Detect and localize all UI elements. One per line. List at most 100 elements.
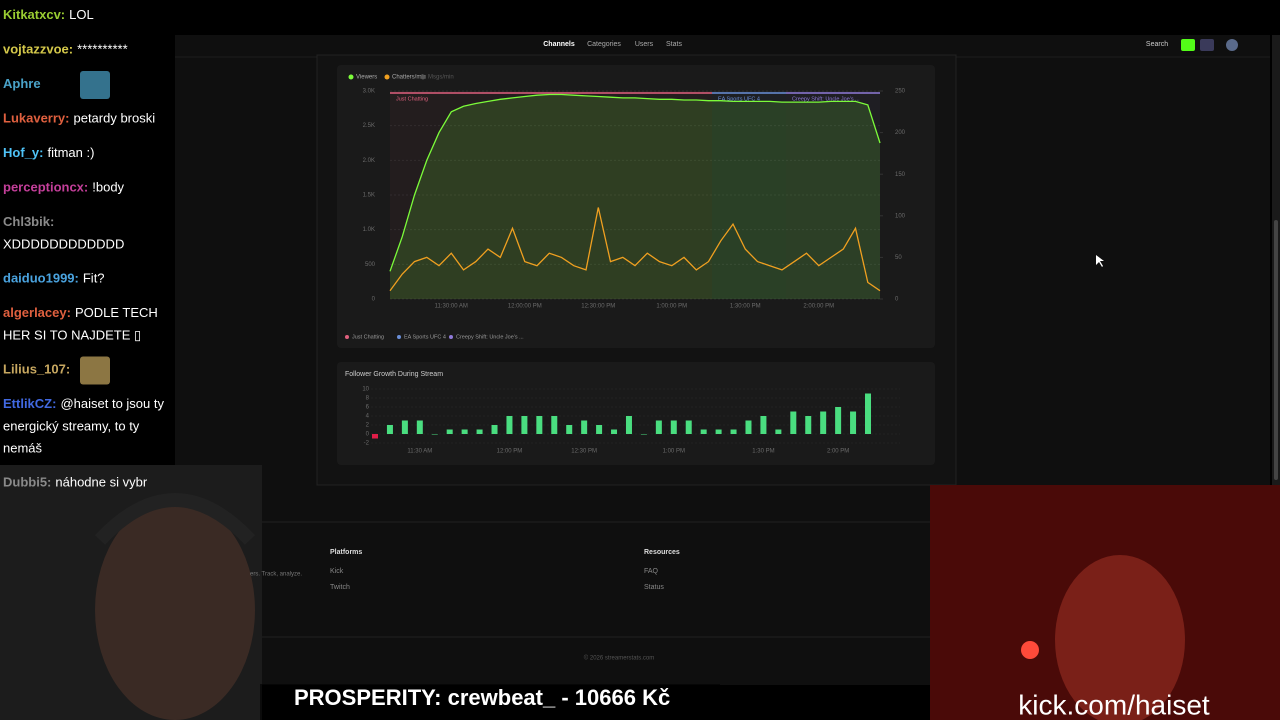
chat-user: algerlacey:: [3, 305, 71, 320]
y-tick-label: 500: [365, 262, 376, 268]
chat-text: nemáš: [3, 440, 43, 455]
bar: [760, 416, 767, 434]
chat-user: Aphre: [3, 76, 41, 91]
y-tick-label: 1.5K: [363, 193, 375, 199]
segment-legend[interactable]: Creepy Shift: Uncle Joe's ...: [456, 334, 524, 340]
bar: [536, 416, 543, 434]
avatar-button[interactable]: [1200, 39, 1214, 51]
bar: [372, 434, 378, 439]
copyright: © 2026 streamerstats.com: [584, 655, 654, 662]
segment-legend-dot: [397, 335, 401, 339]
y-tick-label: 4: [366, 414, 370, 420]
chart-title: Follower Growth During Stream: [345, 371, 443, 378]
legend-label[interactable]: Msgs/min: [428, 75, 454, 81]
y-tick-label: 0: [366, 432, 370, 438]
x-tick-label: 2:00 PM: [827, 449, 849, 455]
cursor: [1096, 255, 1104, 267]
x-tick-label: 12:00 PM: [497, 449, 523, 455]
chat-message: Kitkatxcv: LOL: [3, 7, 94, 22]
chat-text: **********: [77, 42, 128, 57]
legend-dot: [384, 74, 390, 80]
chat-user: Dubbi5:: [3, 475, 51, 490]
chat-text: náhodne si vybr: [55, 475, 147, 490]
kick-button[interactable]: [1181, 39, 1195, 51]
x-tick-label: 12:30:00 PM: [581, 304, 615, 310]
segment-band: [712, 91, 786, 299]
chat-user: Kitkatxcv:: [3, 7, 65, 22]
scroll-thumb: [1274, 220, 1278, 480]
bar: [685, 420, 692, 434]
light: [1021, 641, 1039, 659]
bar: [506, 416, 513, 434]
chat-user: perceptioncx:: [3, 180, 88, 195]
bar: [730, 429, 737, 434]
chat-message: algerlacey: PODLE TECH: [3, 305, 158, 320]
footer-heading: Resources: [644, 549, 680, 556]
stream-url: kick.com/haiset: [1018, 689, 1210, 720]
bar: [581, 420, 588, 434]
chat-message: Dubbi5: náhodne si vybr: [3, 475, 148, 490]
chat-user: Lilius_107:: [3, 362, 70, 377]
bar: [670, 420, 677, 434]
alert-text: PROSPERITY: crewbeat_ - 10666 Kč: [294, 685, 670, 710]
x-tick-label: 12:30 PM: [571, 449, 597, 455]
chat-message: Hof_y: fitman :): [3, 145, 94, 160]
y-tick-label: 2.0K: [363, 158, 375, 164]
emote: [80, 356, 110, 385]
nav-link[interactable]: Channels: [543, 41, 575, 48]
series-line: [389, 207, 881, 292]
bar: [820, 411, 827, 434]
chat-message: vojtazzvoe: **********: [3, 42, 128, 57]
segment-legend[interactable]: EA Sports UFC 4: [404, 334, 446, 340]
bar: [850, 411, 857, 434]
bar: [596, 425, 603, 434]
footer-link[interactable]: Kick: [330, 568, 344, 575]
bar: [805, 416, 812, 434]
chat-user: vojtazzvoe:: [3, 42, 73, 57]
chat-text: fitman :): [47, 145, 94, 160]
chat-text: XDDDDDDDDDDDD: [3, 236, 124, 251]
y-tick-label: 3.0K: [363, 89, 375, 95]
chart-card: [337, 65, 935, 348]
nav-link[interactable]: Categories: [587, 41, 621, 48]
chat-text: petardy broski: [73, 111, 155, 126]
y2-tick-label: 200: [895, 130, 906, 136]
footer-heading: Platforms: [330, 549, 362, 556]
bar: [790, 411, 797, 434]
search[interactable]: Search: [1146, 41, 1168, 48]
segment-legend-dot: [345, 335, 349, 339]
footer-link[interactable]: Twitch: [330, 584, 350, 591]
x-tick-label: 1:00:00 PM: [656, 304, 687, 310]
chat-user: daiduo1999:: [3, 271, 79, 286]
segment-legend[interactable]: Just Chatting: [352, 334, 384, 340]
y2-tick-label: 0: [895, 297, 899, 303]
profile-avatar[interactable]: [1226, 39, 1238, 51]
segment-label: EA Sports UFC 4: [718, 96, 760, 102]
y-tick-label: 2: [366, 423, 370, 429]
x-tick-label: 1:30 PM: [752, 449, 774, 455]
legend-label[interactable]: Chatters/min: [392, 75, 426, 81]
legend-dot: [348, 74, 354, 80]
chat-message: Chl3bik:: [3, 214, 54, 229]
bar: [625, 416, 632, 434]
chat-text: PODLE TECH: [75, 305, 158, 320]
nav-link[interactable]: Stats: [666, 41, 682, 48]
bar: [566, 425, 573, 434]
segment-label: Just Chatting: [396, 96, 428, 102]
y2-tick-label: 50: [895, 255, 902, 261]
emote: [80, 71, 110, 99]
chat-user: Lukaverry:: [3, 111, 69, 126]
bar: [446, 429, 453, 434]
bar: [835, 407, 842, 434]
legend-label[interactable]: Viewers: [356, 75, 377, 81]
chat-text: energický streamy, to ty: [3, 418, 140, 433]
chat-message: Lilius_107:: [3, 362, 70, 377]
nav-link[interactable]: Users: [635, 41, 654, 48]
bar: [416, 420, 423, 434]
guest-figure: [1055, 555, 1185, 720]
footer-link[interactable]: Status: [644, 584, 664, 591]
footer-link[interactable]: FAQ: [644, 568, 659, 575]
streamer-figure: [95, 500, 255, 720]
